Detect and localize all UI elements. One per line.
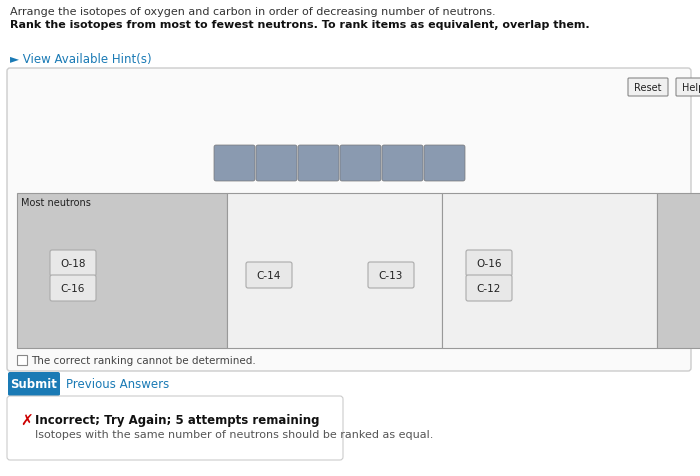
FancyBboxPatch shape (50, 250, 96, 277)
FancyBboxPatch shape (7, 69, 691, 371)
FancyBboxPatch shape (466, 276, 512, 301)
FancyBboxPatch shape (7, 396, 343, 460)
Bar (17, 194, 227, 348)
Text: Arrange the isotopes of oxygen and carbon in order of decreasing number of neutr: Arrange the isotopes of oxygen and carbo… (10, 7, 496, 17)
FancyBboxPatch shape (676, 79, 700, 97)
FancyBboxPatch shape (424, 146, 465, 182)
FancyBboxPatch shape (298, 146, 339, 182)
Text: Most neutrons: Most neutrons (21, 198, 91, 208)
Text: Submit: Submit (10, 378, 57, 391)
Text: O-16: O-16 (476, 258, 502, 268)
Text: Help: Help (682, 83, 700, 93)
Text: C-12: C-12 (477, 283, 501, 293)
Text: C-13: C-13 (379, 270, 403, 280)
Bar (227, 194, 442, 348)
Text: Previous Answers: Previous Answers (66, 378, 169, 391)
FancyBboxPatch shape (50, 276, 96, 301)
FancyBboxPatch shape (466, 250, 512, 277)
Bar (442, 194, 657, 348)
Text: ✗: ✗ (20, 413, 33, 428)
FancyBboxPatch shape (382, 146, 423, 182)
Bar (17, 355, 27, 365)
Text: ► View Available Hint(s): ► View Available Hint(s) (10, 53, 152, 66)
Text: O-18: O-18 (60, 258, 85, 268)
FancyBboxPatch shape (246, 262, 292, 288)
FancyBboxPatch shape (214, 146, 255, 182)
Text: Reset: Reset (634, 83, 662, 93)
Bar (657, 194, 700, 348)
FancyBboxPatch shape (8, 372, 60, 396)
Text: Isotopes with the same number of neutrons should be ranked as equal.: Isotopes with the same number of neutron… (35, 429, 433, 439)
Text: C-16: C-16 (61, 283, 85, 293)
Text: Rank the isotopes from most to fewest neutrons. To rank items as equivalent, ove: Rank the isotopes from most to fewest ne… (10, 20, 589, 30)
Text: The correct ranking cannot be determined.: The correct ranking cannot be determined… (31, 355, 256, 365)
FancyBboxPatch shape (256, 146, 297, 182)
FancyBboxPatch shape (368, 262, 414, 288)
Text: C-14: C-14 (257, 270, 281, 280)
FancyBboxPatch shape (340, 146, 381, 182)
Text: Incorrect; Try Again; 5 attempts remaining: Incorrect; Try Again; 5 attempts remaini… (35, 413, 319, 426)
FancyBboxPatch shape (628, 79, 668, 97)
